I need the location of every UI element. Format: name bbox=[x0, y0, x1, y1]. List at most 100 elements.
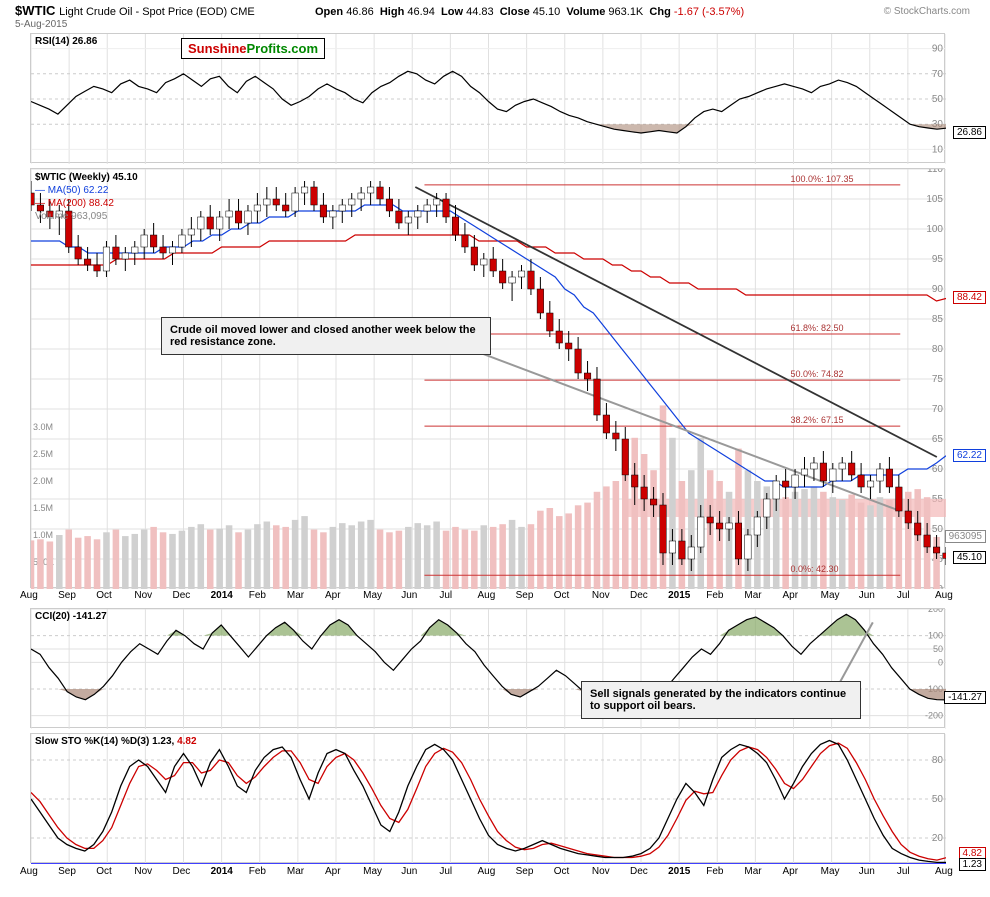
month-label: Oct bbox=[96, 590, 112, 601]
month-label: Sep bbox=[58, 590, 76, 601]
month-label: Mar bbox=[744, 866, 761, 877]
month-label: Jul bbox=[439, 866, 452, 877]
month-label: Sep bbox=[516, 866, 534, 877]
watermark-part2: Profits.com bbox=[247, 41, 319, 56]
svg-text:100: 100 bbox=[926, 224, 943, 235]
price-tag: 963095 bbox=[945, 530, 986, 543]
svg-text:50: 50 bbox=[933, 644, 943, 654]
svg-text:65: 65 bbox=[932, 434, 944, 445]
chart-header: $WTIC Light Crude Oil - Spot Price (EOD)… bbox=[15, 3, 975, 31]
svg-text:70: 70 bbox=[932, 404, 944, 415]
month-label: 2015 bbox=[668, 590, 690, 601]
rsi-chart: 1090305070 bbox=[31, 34, 946, 164]
svg-text:105: 105 bbox=[926, 194, 943, 205]
month-label: May bbox=[363, 590, 382, 601]
svg-text:50: 50 bbox=[932, 524, 944, 535]
chart-date: 5-Aug-2015 bbox=[15, 19, 67, 30]
month-label: Jun bbox=[859, 866, 875, 877]
price-labels: $WTIC (Weekly) 45.10 — MA(50) 62.22 — MA… bbox=[35, 171, 138, 223]
month-label: 2015 bbox=[668, 866, 690, 877]
month-label: Dec bbox=[173, 590, 191, 601]
svg-text:1.0M: 1.0M bbox=[33, 530, 53, 540]
month-label: Nov bbox=[592, 866, 610, 877]
watermark: SunshineProfits.com bbox=[181, 38, 325, 59]
svg-text:20: 20 bbox=[932, 833, 944, 844]
month-label: Sep bbox=[58, 866, 76, 877]
svg-text:61.8%: 82.50: 61.8%: 82.50 bbox=[790, 323, 843, 333]
price-tag: 62.22 bbox=[953, 449, 986, 462]
svg-text:2.0M: 2.0M bbox=[33, 476, 53, 486]
rsi-panel: 1090305070 RSI(14) 26.86 SunshineProfits… bbox=[30, 33, 945, 163]
month-label: Mar bbox=[744, 590, 761, 601]
svg-text:110: 110 bbox=[927, 169, 943, 175]
svg-text:80: 80 bbox=[932, 344, 944, 355]
bottom-xaxis: AugSepOctNovDec2014FebMarAprMayJunJulAug… bbox=[30, 866, 945, 880]
month-label: Nov bbox=[134, 590, 152, 601]
month-label: Dec bbox=[630, 866, 648, 877]
month-label: Jul bbox=[897, 590, 910, 601]
svg-text:-200: -200 bbox=[925, 711, 943, 721]
svg-text:10: 10 bbox=[932, 144, 944, 155]
month-label: Oct bbox=[96, 866, 112, 877]
price-chart: 404550556065707580859095100105110500K1.0… bbox=[31, 169, 946, 589]
price-tag: 88.42 bbox=[953, 291, 986, 304]
month-label: Mar bbox=[287, 590, 304, 601]
svg-text:90: 90 bbox=[932, 44, 944, 55]
svg-text:95: 95 bbox=[932, 254, 944, 265]
svg-text:75: 75 bbox=[932, 374, 944, 385]
month-label: Aug bbox=[478, 590, 496, 601]
cci-value-tag: -141.27 bbox=[944, 691, 986, 704]
month-label: Aug bbox=[20, 590, 38, 601]
symbol: $WTIC bbox=[15, 3, 55, 18]
month-label: May bbox=[821, 866, 840, 877]
svg-text:50: 50 bbox=[932, 794, 944, 805]
month-label: Oct bbox=[554, 866, 570, 877]
month-label: Jun bbox=[859, 590, 875, 601]
month-label: Apr bbox=[325, 590, 341, 601]
cci-label: CCI(20) -141.27 bbox=[35, 611, 107, 622]
month-label: Dec bbox=[173, 866, 191, 877]
month-label: Aug bbox=[935, 590, 953, 601]
month-label: Sep bbox=[516, 590, 534, 601]
rsi-label: RSI(14) 26.86 bbox=[35, 36, 97, 47]
price-tag: 45.10 bbox=[953, 551, 986, 564]
svg-text:50: 50 bbox=[932, 94, 944, 105]
svg-text:200: 200 bbox=[928, 609, 943, 614]
svg-text:100: 100 bbox=[928, 631, 943, 641]
svg-text:0.0%: 42.30: 0.0%: 42.30 bbox=[790, 564, 838, 574]
svg-text:70: 70 bbox=[932, 69, 944, 80]
svg-text:3.0M: 3.0M bbox=[33, 422, 53, 432]
month-label: Apr bbox=[783, 866, 799, 877]
svg-text:85: 85 bbox=[932, 314, 944, 325]
month-label: 2014 bbox=[211, 866, 233, 877]
svg-text:1.5M: 1.5M bbox=[33, 503, 53, 513]
month-label: Feb bbox=[249, 866, 266, 877]
month-label: Jun bbox=[401, 866, 417, 877]
cci-panel: -200-100050100200 CCI(20) -141.27 Sell s… bbox=[30, 608, 945, 728]
sto-label: Slow STO %K(14) %D(3) 1.23, 4.82 bbox=[35, 736, 197, 747]
sto-panel: 205080 Slow STO %K(14) %D(3) 1.23, 4.82 … bbox=[30, 733, 945, 863]
price-annotation: Crude oil moved lower and closed another… bbox=[161, 317, 491, 355]
sto-k-tag: 1.23 bbox=[959, 858, 986, 871]
month-label: Aug bbox=[935, 866, 953, 877]
svg-text:60: 60 bbox=[932, 464, 944, 475]
price-panel: 404550556065707580859095100105110500K1.0… bbox=[30, 168, 945, 588]
month-label: Mar bbox=[287, 866, 304, 877]
svg-text:100.0%: 107.35: 100.0%: 107.35 bbox=[790, 174, 853, 184]
svg-text:38.2%: 67.15: 38.2%: 67.15 bbox=[790, 415, 843, 425]
month-label: May bbox=[821, 590, 840, 601]
sto-chart: 205080 bbox=[31, 734, 946, 864]
month-label: Apr bbox=[783, 590, 799, 601]
month-label: Jul bbox=[439, 590, 452, 601]
month-label: Nov bbox=[134, 866, 152, 877]
month-label: Oct bbox=[554, 590, 570, 601]
svg-text:90: 90 bbox=[932, 284, 944, 295]
svg-text:50.0%: 74.82: 50.0%: 74.82 bbox=[790, 369, 843, 379]
month-label: Aug bbox=[478, 866, 496, 877]
svg-text:2.5M: 2.5M bbox=[33, 449, 53, 459]
cci-annotation: Sell signals generated by the indicators… bbox=[581, 681, 861, 719]
month-label: Dec bbox=[630, 590, 648, 601]
symbol-name: Light Crude Oil - Spot Price (EOD) CME bbox=[59, 6, 255, 18]
month-label: Feb bbox=[249, 590, 266, 601]
month-label: Nov bbox=[592, 590, 610, 601]
